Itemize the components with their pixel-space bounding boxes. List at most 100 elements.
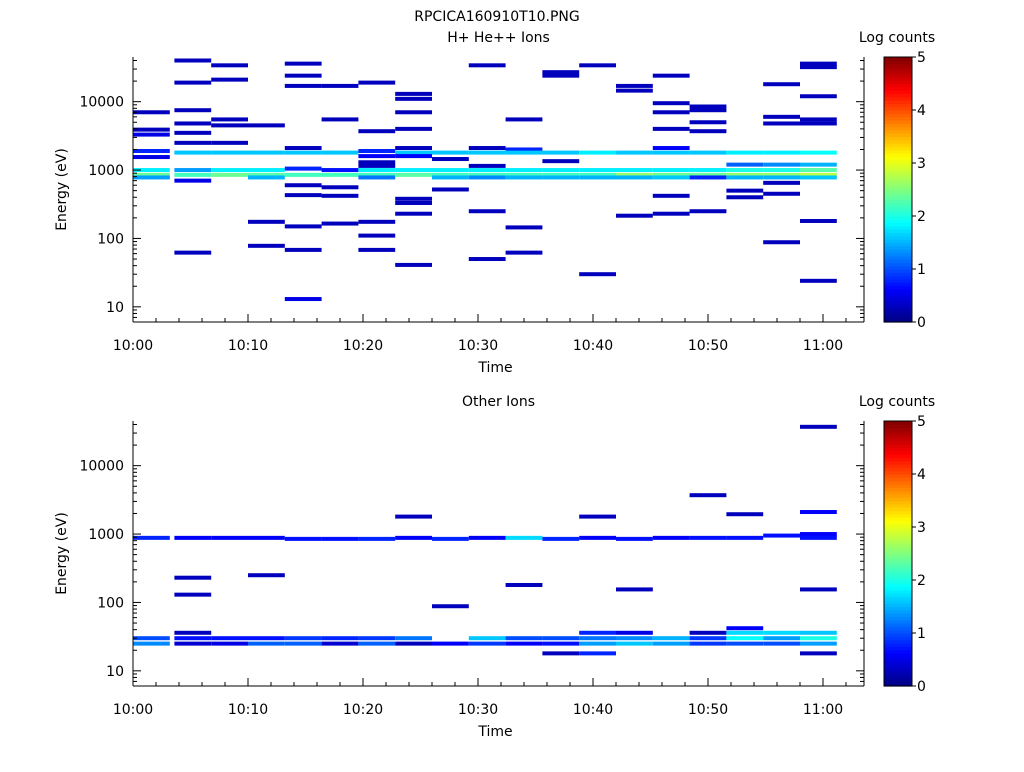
heatmap-cell (726, 195, 764, 200)
heatmap-cell (689, 641, 727, 646)
heatmap-cell (579, 630, 616, 635)
x-tick-label: 10:20 (343, 338, 383, 354)
colorbar-step (884, 483, 912, 488)
heatmap-cell (542, 159, 580, 164)
colorbar-frame (883, 420, 913, 687)
colorbar-step (884, 113, 912, 118)
heatmap-cell (505, 117, 543, 122)
colorbar-step (884, 613, 912, 618)
heatmap-cell (468, 168, 506, 173)
heatmap-cell (211, 77, 248, 82)
heatmap-cell (133, 636, 170, 641)
colorbar-step (884, 252, 912, 257)
heatmap-cell (174, 592, 212, 597)
colorbar-step (884, 672, 912, 677)
heatmap-cell (579, 172, 616, 177)
colorbar-step (884, 110, 912, 114)
heatmap-cell (432, 604, 469, 609)
colorbar-step (884, 269, 912, 273)
colorbar-step (884, 282, 912, 287)
heatmap-cell (616, 88, 653, 93)
heatmap-cell (174, 130, 212, 135)
colorbar-step (884, 599, 912, 604)
y-ticks: 10 100 1000 10000 (79, 423, 864, 687)
heatmap-cell (395, 514, 432, 519)
colorbar-step (884, 570, 912, 574)
colorbar-step (884, 216, 912, 220)
heatmap-cell (689, 636, 727, 641)
colorbar-step (884, 530, 912, 535)
heatmap-cell (579, 651, 616, 656)
colorbar-step (884, 116, 912, 121)
heatmap-cell (248, 573, 285, 578)
colorbar-step (884, 242, 912, 247)
heatmap-cell (505, 147, 543, 152)
heatmap-cell (133, 127, 170, 132)
colorbar-step (884, 580, 912, 584)
colorbar: Log counts 0 1 2 3 4 5 (859, 394, 935, 695)
colorbar-step (884, 278, 912, 283)
heatmap-cell (133, 172, 170, 177)
heatmap-cell (395, 196, 432, 201)
heatmap-cell (174, 178, 212, 183)
heatmap-cell (321, 536, 359, 541)
heatmap-cell (652, 535, 690, 540)
colorbar-step (884, 629, 912, 634)
heatmap-cell (468, 146, 506, 151)
colorbar-step (884, 169, 912, 174)
colorbar-tick-label: 1 (917, 626, 926, 642)
heatmap-cell (468, 641, 506, 646)
colorbar-step (884, 619, 912, 624)
colorbar-step (884, 474, 912, 478)
colorbar-label: Log counts (859, 394, 935, 410)
heatmap-cell (174, 80, 212, 85)
colorbar-step (884, 275, 912, 280)
heatmap-cells (133, 58, 837, 302)
heatmap-cell (542, 175, 580, 180)
heatmap-cell (358, 80, 396, 85)
heatmap-cell (763, 168, 800, 173)
heatmap-cell (395, 172, 432, 177)
heatmap-cell (579, 636, 616, 641)
colorbar-step (884, 232, 912, 237)
colorbar-step (884, 523, 912, 528)
heatmap-cell (652, 126, 690, 131)
colorbar-step (884, 202, 912, 207)
colorbar-tick-label: 3 (917, 520, 926, 536)
colorbar-step (884, 457, 912, 462)
heatmap-cell (800, 162, 837, 167)
colorbar-step (884, 265, 912, 270)
heatmap-cell (505, 150, 543, 155)
colorbar-step (884, 503, 912, 508)
heatmap-cell (395, 262, 432, 267)
heatmap-cell (505, 168, 543, 173)
colorbar-step (884, 318, 912, 323)
heatmap-cell (652, 101, 690, 106)
heatmap-cell (616, 636, 653, 641)
heatmap-cell (763, 175, 800, 180)
colorbar-tick-label: 0 (917, 315, 926, 331)
colorbar-step (884, 573, 912, 578)
heatmap-cell (800, 61, 837, 66)
heatmap-cell (689, 175, 727, 180)
heatmap-cell (579, 63, 616, 68)
heatmap-cell (800, 587, 837, 592)
colorbar-step (884, 430, 912, 435)
colorbar-step (884, 295, 912, 300)
x-ticks: 10:00 10:10 10:20 10:30 10:40 10:50 11:00 (113, 678, 847, 718)
colorbar-step (884, 682, 912, 687)
colorbar-step (884, 308, 912, 313)
heatmap-cell (579, 514, 616, 519)
heatmap-cell (542, 651, 580, 656)
colorbar-step (884, 636, 912, 641)
colorbar-step (884, 179, 912, 184)
colorbar-step (884, 434, 912, 439)
colorbar-step (884, 143, 912, 148)
heatmap-cell (211, 168, 248, 173)
heatmap-cell (358, 233, 396, 238)
x-tick-label: 10:40 (573, 702, 613, 718)
colorbar-step (884, 206, 912, 210)
heatmap-cell (395, 636, 432, 641)
colorbar-step (884, 129, 912, 134)
